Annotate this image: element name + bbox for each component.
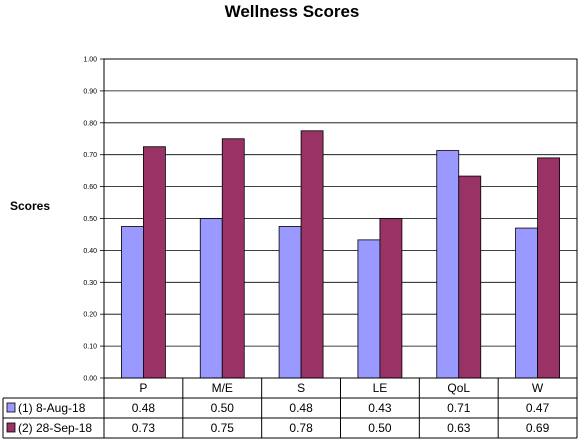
y-tick-label: 1.00 (83, 57, 97, 64)
x-tick-label: P (139, 381, 147, 395)
y-tick-label: 0.10 (83, 344, 97, 351)
data-label: 0.50 (368, 421, 392, 435)
bars (121, 130, 560, 379)
data-label: 0.71 (447, 401, 471, 415)
bar-series-1-W (515, 227, 538, 379)
grid-lines (104, 58, 577, 379)
legend-label-series-1: (1) 8-Aug-18 (18, 401, 86, 415)
x-tick-label: LE (373, 381, 388, 395)
data-table: P M/E S LE QoL W (1) 8-Aug-18 0.48 0.50 0.48 0.43 0… (2, 377, 578, 439)
bar-series-2-P (143, 146, 166, 379)
y-tick-label: 0.50 (83, 216, 97, 223)
bar-series-2-QoL (458, 175, 482, 379)
x-tick-label: M/E (212, 381, 233, 395)
bar-series-2-S (300, 130, 324, 379)
data-label: 0.48 (289, 401, 313, 415)
bar-series-2-W (537, 157, 560, 379)
y-tick-label: 0.60 (83, 184, 97, 191)
legend-label-series-2: (2) 28-Sep-18 (18, 421, 92, 435)
data-label: 0.47 (526, 401, 550, 415)
bar-series-1-QoL (436, 150, 460, 379)
data-label: 0.75 (211, 421, 235, 435)
data-label: 0.48 (132, 401, 156, 415)
y-axis-label: Scores (10, 199, 51, 213)
x-tick-label: QoL (447, 381, 470, 395)
data-label: 0.69 (526, 421, 550, 435)
y-tick-label: 0.90 (83, 88, 97, 95)
bar-series-1-S (278, 226, 302, 379)
y-tick-label: 0.30 (83, 280, 97, 287)
y-tick-label: 0.40 (83, 248, 97, 255)
data-label: 0.43 (368, 401, 392, 415)
y-tick-label: 0.20 (83, 312, 97, 319)
x-tick-label: W (532, 381, 544, 395)
x-tick-label: S (297, 381, 305, 395)
data-label: 0.78 (289, 421, 313, 435)
bar-series-2-M/E (221, 138, 245, 379)
y-tick-label: 0.70 (83, 152, 97, 159)
bar-series-2-LE (379, 218, 403, 379)
data-label: 0.63 (447, 421, 471, 435)
y-tick-label: 0.00 (83, 376, 97, 383)
y-tick-label: 0.80 (83, 120, 97, 127)
bar-series-1-LE (357, 239, 381, 379)
bar-series-1-M/E (199, 218, 223, 379)
data-label: 0.50 (211, 401, 235, 415)
legend-key-series-1 (6, 402, 16, 413)
legend-key-series-2 (6, 422, 16, 433)
chart-title: Wellness Scores (224, 2, 360, 21)
bar-series-1-P (121, 226, 144, 379)
data-label: 0.73 (132, 421, 156, 435)
